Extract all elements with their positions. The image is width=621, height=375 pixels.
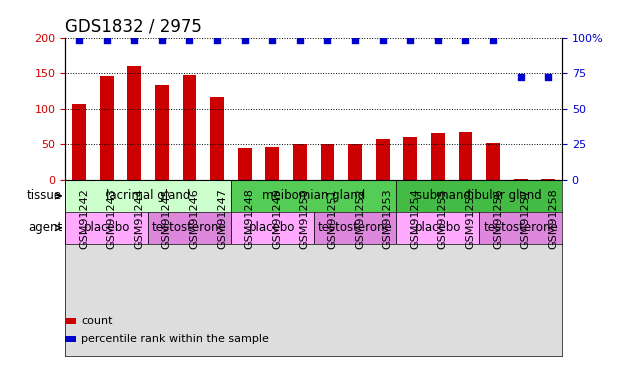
- Bar: [183, 75, 196, 180]
- Bar: [314, 212, 396, 244]
- Point: [460, 38, 470, 44]
- Point: [102, 38, 112, 44]
- Point: [433, 38, 443, 44]
- Bar: [479, 212, 562, 244]
- Text: placebo: placebo: [249, 221, 296, 234]
- Point: [515, 74, 525, 80]
- Point: [267, 38, 277, 44]
- Point: [406, 38, 415, 44]
- Bar: [231, 180, 396, 212]
- Bar: [100, 76, 114, 180]
- Bar: [65, 212, 148, 244]
- Point: [488, 38, 498, 44]
- Text: GSM91248: GSM91248: [245, 189, 255, 249]
- Point: [322, 38, 332, 44]
- Text: GSM91244: GSM91244: [134, 189, 144, 249]
- Text: tissue: tissue: [27, 189, 62, 202]
- Point: [350, 38, 360, 44]
- Text: GSM91242: GSM91242: [79, 189, 89, 249]
- Text: testosterone: testosterone: [317, 221, 392, 234]
- Bar: [127, 66, 141, 180]
- Text: GSM91255: GSM91255: [438, 189, 448, 249]
- Text: GSM91251: GSM91251: [327, 189, 337, 249]
- Bar: [514, 178, 527, 180]
- Text: placebo: placebo: [83, 221, 130, 234]
- Bar: [542, 178, 555, 180]
- Text: GSM91247: GSM91247: [217, 189, 227, 249]
- Text: GSM91254: GSM91254: [410, 189, 420, 249]
- Bar: [348, 144, 362, 180]
- Bar: [210, 98, 224, 180]
- Point: [184, 38, 194, 44]
- Text: percentile rank within the sample: percentile rank within the sample: [81, 334, 270, 344]
- Text: placebo: placebo: [415, 221, 461, 234]
- Bar: [293, 144, 307, 180]
- Bar: [320, 144, 334, 180]
- Text: GSM91259: GSM91259: [465, 189, 476, 249]
- Bar: [431, 133, 445, 180]
- Text: submandibular gland: submandibular gland: [416, 189, 542, 202]
- Point: [543, 74, 553, 80]
- Point: [212, 38, 222, 44]
- Point: [295, 38, 305, 44]
- Bar: [148, 212, 231, 244]
- Text: GSM91249: GSM91249: [272, 189, 282, 249]
- Point: [74, 38, 84, 44]
- Text: GSM91245: GSM91245: [162, 189, 172, 249]
- Text: agent: agent: [28, 221, 62, 234]
- Bar: [396, 180, 562, 212]
- Text: GSM91258: GSM91258: [548, 189, 558, 249]
- Text: GSM91256: GSM91256: [493, 189, 503, 249]
- Point: [129, 38, 139, 44]
- Point: [157, 38, 167, 44]
- Bar: [403, 137, 417, 180]
- Text: GSM91253: GSM91253: [383, 189, 392, 249]
- Text: GSM91250: GSM91250: [300, 189, 310, 249]
- Bar: [265, 147, 279, 180]
- Text: meibomian gland: meibomian gland: [262, 189, 365, 202]
- Bar: [458, 132, 473, 180]
- Text: testosterone: testosterone: [152, 221, 227, 234]
- Text: GSM91252: GSM91252: [355, 189, 365, 249]
- Bar: [231, 212, 314, 244]
- Text: GSM91243: GSM91243: [107, 189, 117, 249]
- Bar: [376, 140, 389, 180]
- Text: lacrimal gland: lacrimal gland: [106, 189, 190, 202]
- Text: GSM91246: GSM91246: [189, 189, 199, 249]
- Bar: [72, 105, 86, 180]
- Text: count: count: [81, 316, 113, 326]
- Bar: [396, 212, 479, 244]
- Bar: [65, 180, 231, 212]
- Bar: [486, 143, 500, 180]
- Text: testosterone: testosterone: [483, 221, 558, 234]
- Point: [240, 38, 250, 44]
- Bar: [155, 84, 169, 180]
- Point: [378, 38, 388, 44]
- Text: GDS1832 / 2975: GDS1832 / 2975: [65, 18, 202, 36]
- Bar: [238, 148, 252, 180]
- Text: GSM91257: GSM91257: [520, 189, 530, 249]
